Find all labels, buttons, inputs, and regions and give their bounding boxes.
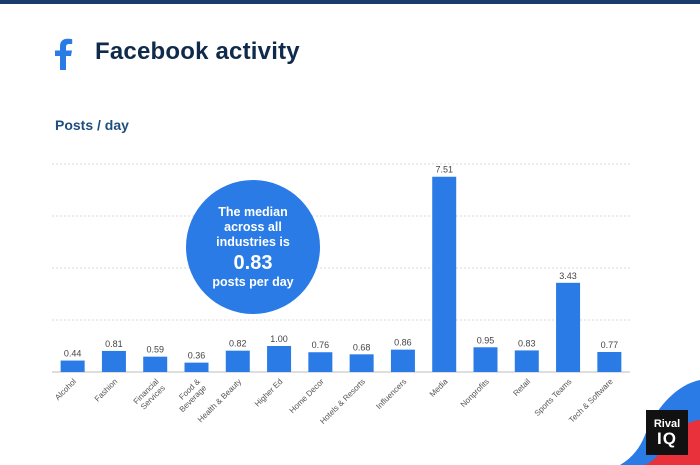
bar-value-label: 0.95 (477, 335, 495, 345)
bar (101, 350, 126, 372)
bar-value-label: 0.82 (229, 339, 247, 349)
bar-value-label: 0.59 (146, 345, 164, 355)
x-tick-label: Alcohol (53, 377, 78, 402)
median-text-line3: industries is (216, 234, 290, 249)
x-tick-label: Home Decor (288, 377, 326, 415)
bar (556, 282, 581, 372)
x-tick-label: Fashion (93, 377, 119, 403)
median-text-line2: across all (224, 219, 282, 234)
bar-value-label: 0.81 (105, 339, 123, 349)
bar (473, 347, 498, 372)
brand-line1: Rival (653, 417, 681, 430)
facebook-f-icon (55, 38, 73, 70)
bar-value-label: 0.36 (188, 351, 206, 361)
x-tick-label: Health & Beauty (196, 377, 243, 424)
bar (514, 350, 539, 372)
bar-value-label: 0.76 (312, 340, 330, 350)
bar-value-label: 0.83 (518, 338, 536, 348)
bar-value-label: 3.43 (559, 271, 577, 281)
x-tick-label: Influencers (374, 377, 408, 411)
x-tick-label: Media (428, 377, 450, 399)
bar (349, 354, 374, 372)
top-accent-bar (0, 0, 700, 4)
x-tick-label: Nonprofits (459, 377, 491, 409)
bar (184, 362, 209, 372)
bar-value-label: 1.00 (270, 334, 288, 344)
median-unit: posts per day (212, 274, 294, 289)
bar (267, 346, 292, 372)
median-value: 0.83 (233, 251, 273, 274)
x-tick-label: FinancialServices (132, 377, 168, 413)
median-text-line1: The median (218, 204, 288, 219)
x-tick-label: Food &Beverage (171, 377, 208, 414)
bar (308, 352, 333, 372)
bar (432, 176, 457, 372)
bar (60, 360, 85, 372)
bar-value-label: 0.44 (64, 349, 82, 359)
bar (143, 356, 168, 372)
bar (390, 349, 415, 372)
bar-value-label: 0.86 (394, 338, 412, 348)
x-tick-label: Higher Ed (253, 377, 285, 409)
bar-value-label: 7.51 (435, 165, 453, 175)
rival-iq-logo: Rival IQ (646, 410, 688, 455)
median-callout: The median across all industries is 0.83… (186, 180, 320, 314)
bar-value-label: 0.68 (353, 342, 371, 352)
x-tick-label: Hotels & Resorts (318, 377, 367, 426)
brand-line2: IQ (657, 428, 677, 448)
bar-value-label: 0.77 (601, 340, 619, 350)
x-tick-label: Retail (511, 377, 532, 398)
page-title: Facebook activity (95, 38, 300, 65)
chart-subtitle: Posts / day (55, 117, 129, 133)
bar (225, 350, 250, 372)
bar (597, 351, 622, 372)
